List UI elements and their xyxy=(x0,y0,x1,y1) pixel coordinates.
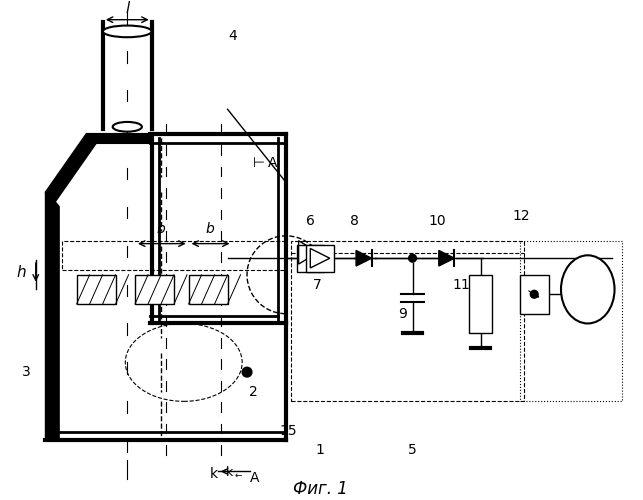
Circle shape xyxy=(242,368,252,377)
Bar xyxy=(469,275,493,333)
Bar xyxy=(62,240,286,270)
Text: Фиг. 1: Фиг. 1 xyxy=(293,480,347,498)
Bar xyxy=(135,275,174,304)
Text: A: A xyxy=(250,472,259,486)
Text: 1: 1 xyxy=(316,443,325,457)
Text: 4: 4 xyxy=(228,30,237,44)
Ellipse shape xyxy=(113,122,142,132)
Bar xyxy=(296,244,324,272)
Text: $\vdash$A: $\vdash$A xyxy=(250,156,279,170)
Circle shape xyxy=(409,254,417,262)
Ellipse shape xyxy=(103,26,152,37)
Bar xyxy=(291,240,525,402)
Polygon shape xyxy=(46,134,150,202)
Text: k: k xyxy=(210,468,218,481)
Text: l: l xyxy=(125,1,129,16)
Text: 8: 8 xyxy=(350,214,359,228)
Polygon shape xyxy=(356,250,372,266)
Text: 7: 7 xyxy=(312,278,322,291)
Text: 5: 5 xyxy=(408,443,417,457)
Text: 6: 6 xyxy=(306,214,314,228)
Polygon shape xyxy=(311,248,330,268)
Text: 15: 15 xyxy=(279,424,296,438)
Text: b: b xyxy=(206,222,214,236)
Text: 10: 10 xyxy=(428,214,446,228)
Bar xyxy=(307,244,334,272)
Bar xyxy=(520,240,622,402)
Text: 3: 3 xyxy=(22,365,30,379)
Polygon shape xyxy=(46,192,59,440)
Circle shape xyxy=(530,290,538,298)
Text: h: h xyxy=(17,266,26,280)
Bar xyxy=(188,275,228,304)
Bar xyxy=(77,275,116,304)
Text: k$_{\leftarrow}$: k$_{\leftarrow}$ xyxy=(226,464,243,479)
Text: 2: 2 xyxy=(249,384,258,398)
Polygon shape xyxy=(298,240,318,264)
Bar xyxy=(520,275,549,314)
Ellipse shape xyxy=(561,256,615,324)
Text: b: b xyxy=(157,222,166,236)
Text: 9: 9 xyxy=(399,306,407,320)
Polygon shape xyxy=(439,250,455,266)
Text: 11: 11 xyxy=(452,278,470,291)
Text: 12: 12 xyxy=(512,210,530,224)
